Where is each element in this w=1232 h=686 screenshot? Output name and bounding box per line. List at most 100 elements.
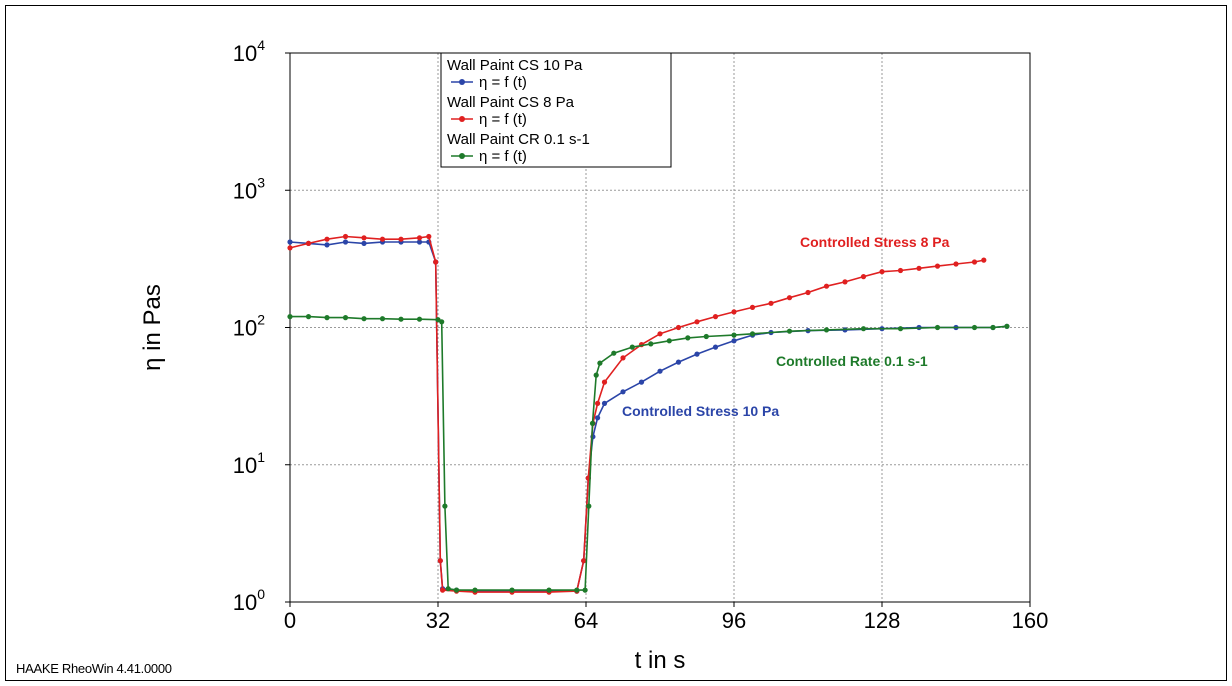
data-point xyxy=(971,259,978,265)
data-point xyxy=(379,236,386,242)
data-point xyxy=(629,344,635,350)
data-point xyxy=(437,558,443,564)
data-point xyxy=(442,503,448,509)
data-point xyxy=(379,316,386,322)
data-point xyxy=(439,319,445,325)
data-point xyxy=(287,245,293,251)
legend-box xyxy=(440,52,672,168)
data-point xyxy=(582,587,588,593)
x-tick-label: 96 xyxy=(722,608,746,633)
series-group xyxy=(287,233,1010,595)
data-point xyxy=(445,586,451,592)
data-point xyxy=(601,379,608,385)
data-point xyxy=(638,379,645,385)
data-point xyxy=(934,263,941,269)
data-point xyxy=(786,328,793,334)
data-point xyxy=(749,304,756,310)
data-point xyxy=(916,265,922,271)
data-point xyxy=(1004,323,1010,329)
data-point xyxy=(934,324,941,331)
data-point xyxy=(675,359,682,365)
data-point xyxy=(731,338,737,344)
data-point xyxy=(666,338,672,344)
data-point xyxy=(324,236,330,242)
legend-marker-swatch xyxy=(459,153,465,159)
data-point xyxy=(287,314,293,320)
data-point xyxy=(953,261,959,267)
data-point xyxy=(509,587,515,593)
x-tick-label: 0 xyxy=(284,608,296,633)
data-point xyxy=(426,233,432,240)
legend: Wall Paint CS 10 Paη = f (t)Wall Paint C… xyxy=(440,52,672,168)
data-point xyxy=(620,355,626,361)
legend-group-label: Wall Paint CS 8 Pa xyxy=(447,94,575,111)
data-point xyxy=(823,283,830,289)
data-point xyxy=(648,341,654,347)
data-point xyxy=(589,420,596,426)
data-point xyxy=(657,368,663,374)
data-point xyxy=(593,372,599,378)
y-tick-label: 101 xyxy=(233,449,265,478)
data-point xyxy=(823,327,830,333)
data-point xyxy=(731,332,737,338)
data-point xyxy=(897,267,904,274)
data-point xyxy=(694,351,700,357)
data-point xyxy=(586,503,592,509)
data-point xyxy=(597,360,603,366)
data-point xyxy=(879,269,885,275)
x-tick-label: 160 xyxy=(1012,608,1049,633)
data-point xyxy=(990,324,996,331)
data-point xyxy=(581,558,587,564)
data-point xyxy=(601,400,608,406)
legend-marker-swatch xyxy=(459,116,465,122)
data-point xyxy=(361,316,367,322)
x-tick-label: 32 xyxy=(426,608,450,633)
x-tick-label: 64 xyxy=(574,608,598,633)
data-point xyxy=(786,295,793,301)
annotations-group: Controlled Stress 8 Pa Controlled Rate 0.… xyxy=(622,234,950,419)
series-annotation: Controlled Rate 0.1 s-1 xyxy=(776,353,928,369)
y-tick-label: 103 xyxy=(233,174,265,203)
x-axis-ticks: 0 32 64 96 128 160 xyxy=(284,602,1048,633)
x-tick-label: 128 xyxy=(864,608,901,633)
data-point xyxy=(433,259,439,265)
data-point xyxy=(416,316,423,322)
data-point xyxy=(342,239,349,245)
data-point xyxy=(342,233,349,240)
legend-entry-label: η = f (t) xyxy=(479,111,527,128)
data-point xyxy=(595,415,601,421)
data-point xyxy=(860,326,867,332)
data-point xyxy=(574,587,580,593)
data-point xyxy=(361,240,367,246)
data-point xyxy=(860,274,867,280)
x-axis-title: t in s xyxy=(635,647,686,674)
data-point xyxy=(731,309,737,315)
software-version-label: HAAKE RheoWin 4.41.0000 xyxy=(16,661,172,676)
series-annotation: Controlled Stress 8 Pa xyxy=(800,234,950,250)
data-point xyxy=(416,239,423,245)
y-axis-ticks: 100 101 102 103 104 xyxy=(233,37,290,615)
data-point xyxy=(342,315,349,321)
data-point xyxy=(685,335,691,341)
data-point xyxy=(287,239,293,245)
data-point xyxy=(749,331,756,337)
data-point xyxy=(324,242,330,248)
data-point xyxy=(897,326,904,332)
data-point xyxy=(546,587,552,593)
data-point xyxy=(398,236,404,242)
data-point xyxy=(981,257,987,263)
data-point xyxy=(805,289,811,296)
data-point xyxy=(971,324,978,331)
y-tick-label: 104 xyxy=(233,37,265,66)
data-point xyxy=(842,279,848,285)
legend-entry-label: η = f (t) xyxy=(479,74,527,91)
data-point xyxy=(712,314,719,320)
legend-entry-label: η = f (t) xyxy=(479,148,527,165)
data-point xyxy=(305,240,312,246)
series-annotation: Controlled Stress 10 Pa xyxy=(622,403,779,419)
data-point xyxy=(595,400,601,406)
data-point xyxy=(472,587,478,593)
series-line-3 xyxy=(290,315,1007,591)
data-point xyxy=(657,331,663,337)
